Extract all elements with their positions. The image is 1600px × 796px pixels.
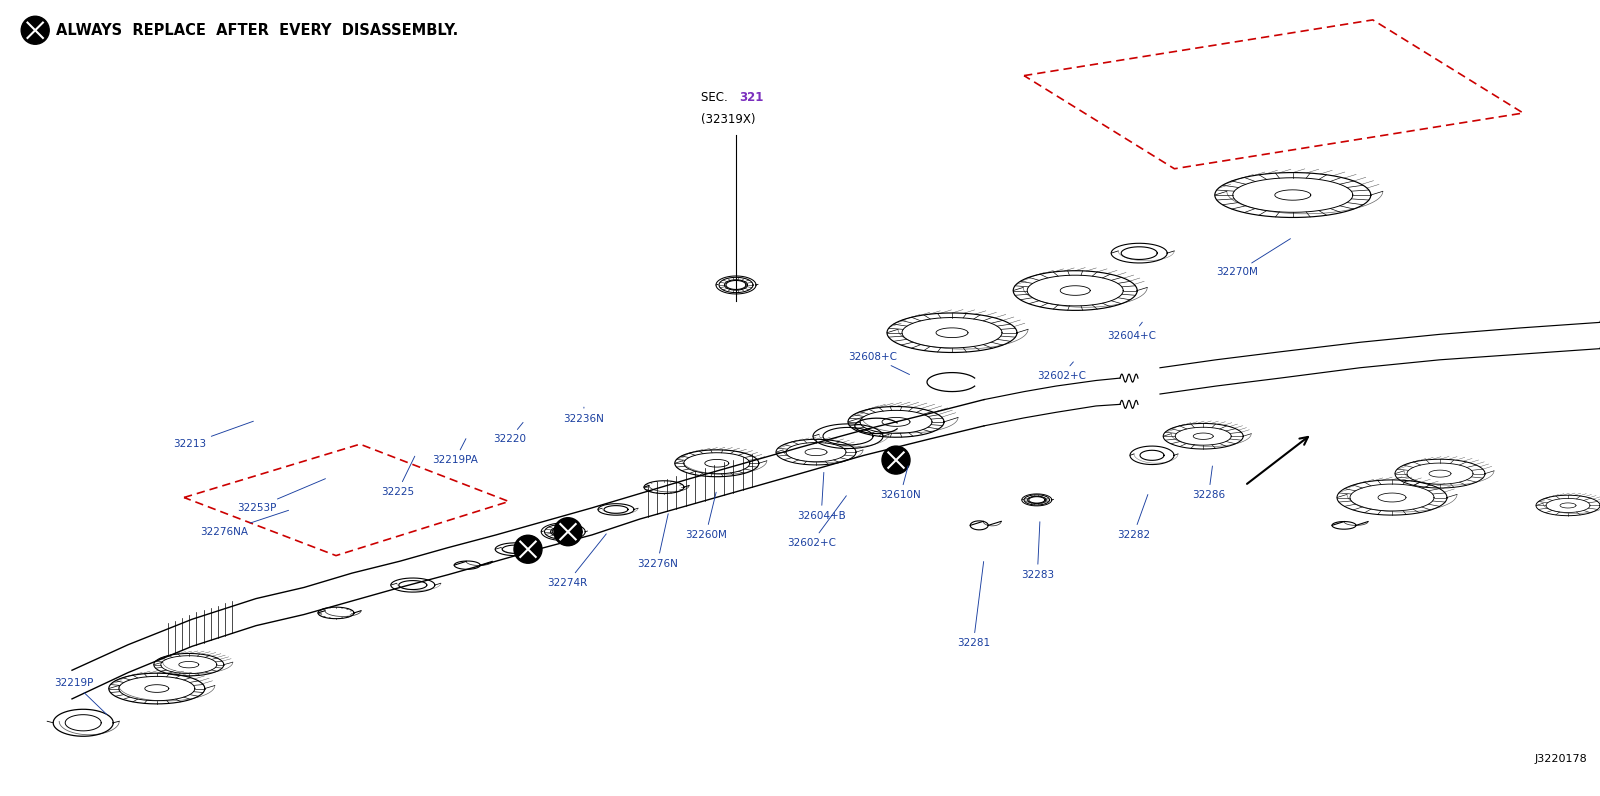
Circle shape [554, 517, 582, 546]
Text: 32608+C: 32608+C [848, 352, 909, 374]
Text: 32260M: 32260M [685, 492, 726, 540]
Text: 32253P: 32253P [237, 478, 325, 513]
Text: SEC.: SEC. [701, 91, 731, 103]
Text: 32219PA: 32219PA [432, 439, 478, 465]
Circle shape [21, 16, 50, 45]
Circle shape [514, 535, 542, 564]
Text: 32604+B: 32604+B [797, 472, 845, 521]
Text: 32276N: 32276N [637, 513, 678, 568]
Text: 32283: 32283 [1021, 521, 1054, 579]
Text: 32236N: 32236N [563, 407, 605, 423]
Text: 32225: 32225 [381, 456, 414, 497]
Text: 32270M: 32270M [1216, 239, 1291, 277]
Text: 32213: 32213 [173, 421, 253, 449]
Text: 32286: 32286 [1192, 466, 1226, 500]
Text: 32282: 32282 [1117, 494, 1150, 540]
Text: 32602+C: 32602+C [787, 496, 846, 548]
Text: J3220178: J3220178 [1534, 754, 1587, 764]
Text: ALWAYS  REPLACE  AFTER  EVERY  DISASSEMBLY.: ALWAYS REPLACE AFTER EVERY DISASSEMBLY. [56, 23, 458, 37]
Text: 32281: 32281 [957, 561, 990, 648]
Text: 32274R: 32274R [547, 534, 606, 587]
Text: 32219P: 32219P [54, 678, 107, 715]
Text: 32610N: 32610N [880, 466, 920, 500]
Text: (32319X): (32319X) [701, 112, 755, 126]
Circle shape [882, 446, 910, 474]
Text: 32276NA: 32276NA [200, 510, 288, 537]
Text: 321: 321 [739, 91, 763, 103]
Text: 32602+C: 32602+C [1037, 362, 1086, 380]
Text: 32604+C: 32604+C [1107, 322, 1157, 341]
Text: 32220: 32220 [493, 423, 526, 444]
